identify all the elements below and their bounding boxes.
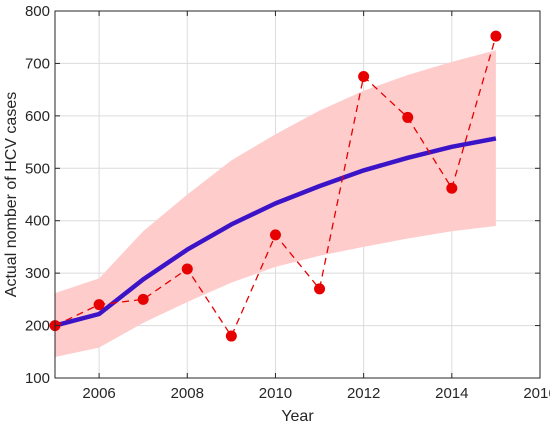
observed-data-point [269, 229, 281, 241]
y-tick-label: 700 [25, 55, 50, 72]
y-tick-label: 300 [25, 265, 50, 282]
x-tick-label: 2014 [435, 385, 468, 402]
fitted-line [54, 136, 497, 328]
x-tick-label: 2016 [523, 385, 550, 402]
y-tick-label: 200 [25, 318, 50, 335]
x-tick-labels: 2006 2008 2010 2012 2014 2016 [82, 385, 550, 402]
y-tick-label: 400 [25, 213, 50, 230]
observed-data-point [181, 263, 193, 275]
x-tick-label: 2012 [347, 385, 380, 402]
observed-data-point [490, 30, 502, 42]
y-tick-label: 100 [25, 370, 50, 387]
x-axis-title: Year [281, 408, 314, 425]
observed-data-point [358, 71, 370, 83]
series-lines [49, 30, 502, 342]
x-tick-label: 2010 [259, 385, 292, 402]
observed-data-point [314, 283, 326, 295]
plot-frame [54, 10, 541, 379]
x-tick-label: 2006 [82, 385, 115, 402]
observed-data-point [225, 330, 237, 342]
observed-data-point [93, 299, 105, 311]
tick-marks [55, 10, 541, 379]
x-tick-label: 2008 [171, 385, 204, 402]
y-tick-label: 800 [25, 3, 50, 20]
y-axis-title: Actual nomber of HCV cases [3, 92, 20, 297]
y-tick-labels: 100 200 300 400 500 600 700 800 [25, 3, 50, 387]
observed-data-point [446, 182, 458, 194]
observed-data-point [402, 111, 414, 123]
y-tick-label: 500 [25, 160, 50, 177]
y-tick-label: 600 [25, 108, 50, 125]
observed-data-point [137, 293, 149, 305]
